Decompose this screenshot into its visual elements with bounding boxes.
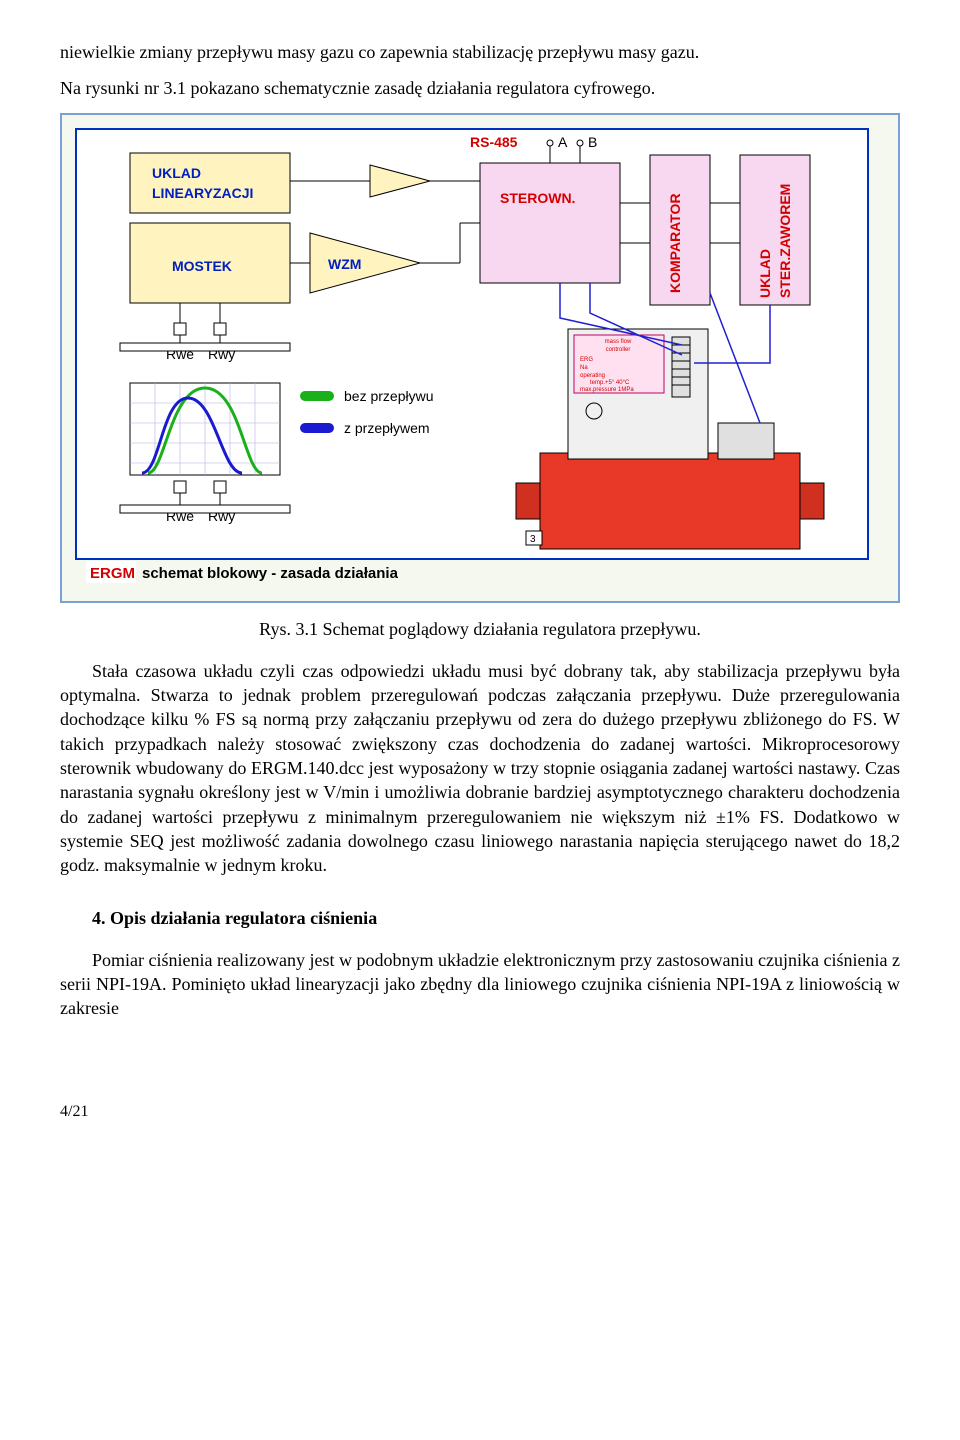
brand-label: ERGM (90, 565, 135, 582)
dev-press: max.pressure 1MPa (580, 387, 634, 393)
figure-3-1: UKLAD LINEARYZACJI MOSTEK WZM RS-485 A B… (60, 113, 900, 603)
page-number: 4/21 (60, 1101, 900, 1123)
rs485-label: RS-485 (470, 134, 518, 150)
block-linearyzacji-l2: LINEARYZACJI (152, 185, 253, 201)
dev-na: Na (580, 365, 588, 371)
section-4-para: Pomiar ciśnienia realizowany jest w podo… (60, 948, 900, 1021)
diagram-caption: schemat blokowy - zasada działania (142, 565, 399, 582)
diagram-svg: UKLAD LINEARYZACJI MOSTEK WZM RS-485 A B… (70, 123, 874, 593)
legend-bez: bez przepływu (344, 388, 434, 404)
block-sterown: STEROWN. (500, 190, 575, 206)
dev-temp: temp.+5° 40°C (590, 380, 630, 386)
block-komparator: KOMPARATOR (667, 193, 683, 293)
pin-b: B (588, 134, 597, 150)
block-wzm: WZM (328, 256, 361, 272)
dev-oper: operating (580, 373, 605, 379)
block-sterzaworem-l2: STER.ZAWOREM (777, 183, 793, 297)
block-linearyzacji-l1: UKLAD (152, 165, 201, 181)
block-sterzaworem-l1: UKLAD (757, 249, 773, 298)
intro-line2: Na rysunki nr 3.1 pokazano schematycznie… (60, 76, 900, 100)
pin-a: A (558, 134, 568, 150)
dev-top: mass flow (605, 339, 632, 345)
block-mostek: MOSTEK (172, 258, 232, 274)
body-paragraph: Stała czasowa układu czyli czas odpowied… (60, 659, 900, 878)
intro-line1: niewielkie zmiany przepływu masy gazu co… (60, 40, 900, 64)
legend-z: z przepływem (344, 420, 430, 436)
dev-sub: controller (606, 347, 631, 353)
section-4-heading: 4. Opis działania regulatora ciśnienia (60, 906, 900, 930)
figure-caption: Rys. 3.1 Schemat poglądowy działania reg… (60, 617, 900, 641)
dev-erg: ERG (580, 357, 593, 363)
svg-text:3: 3 (530, 534, 536, 545)
